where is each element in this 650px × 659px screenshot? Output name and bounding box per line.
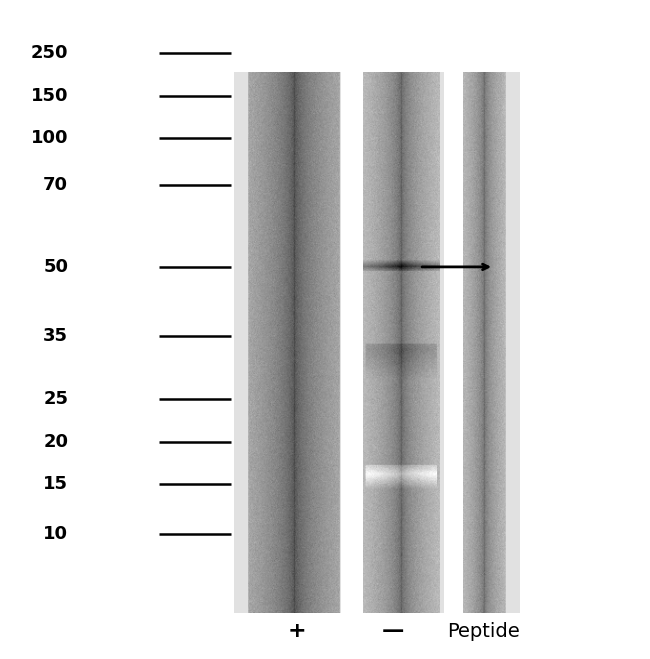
Text: 50: 50: [44, 258, 68, 276]
Text: 20: 20: [44, 432, 68, 451]
Text: +: +: [287, 621, 306, 641]
Text: 70: 70: [44, 175, 68, 194]
Text: 150: 150: [31, 86, 68, 105]
Text: 250: 250: [31, 43, 68, 62]
Bar: [444, 72, 463, 613]
Bar: [341, 72, 363, 613]
Text: 100: 100: [31, 129, 68, 148]
Text: —: —: [382, 621, 404, 641]
Text: Peptide: Peptide: [447, 621, 520, 641]
Text: 10: 10: [44, 525, 68, 543]
Text: 25: 25: [44, 389, 68, 408]
Text: 35: 35: [44, 327, 68, 345]
Text: 15: 15: [44, 475, 68, 494]
